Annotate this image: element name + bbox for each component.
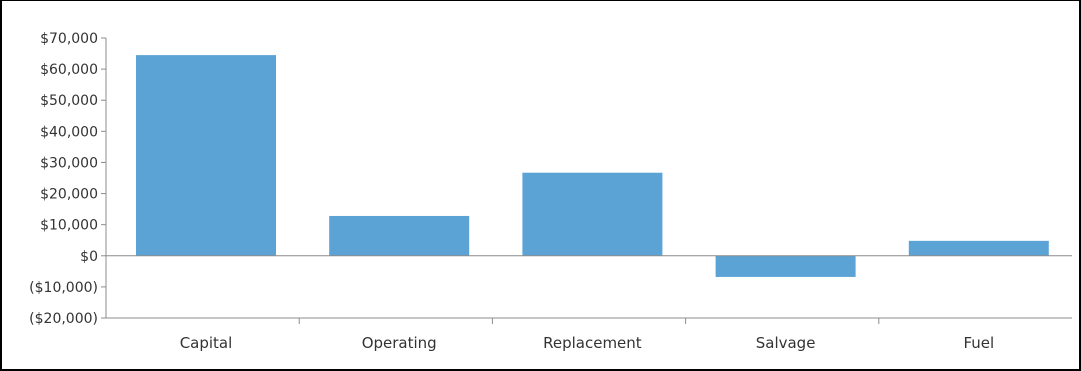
x-tick-label-operating: Operating — [362, 334, 437, 352]
y-tick-label: ($20,000) — [29, 311, 98, 327]
bar-replacement — [522, 172, 663, 256]
bar-capital — [136, 55, 276, 256]
y-tick-label: $50,000 — [40, 93, 98, 109]
bar-salvage — [715, 255, 856, 277]
bar-operating — [329, 215, 470, 256]
y-tick-label: ($10,000) — [29, 280, 98, 296]
y-tick-label: $70,000 — [40, 31, 98, 47]
x-tick-label-capital: Capital — [180, 334, 233, 352]
x-tick-label-replacement: Replacement — [543, 334, 642, 352]
y-tick-label: $10,000 — [40, 218, 98, 234]
y-axis: $70,000 $60,000 $50,000 $40,000 $30,000 $20,0… — [29, 31, 107, 327]
x-tick-label-fuel: Fuel — [963, 334, 994, 352]
y-tick-label: $40,000 — [40, 124, 98, 140]
y-tick-label: $0 — [80, 249, 98, 265]
y-tick-label: $20,000 — [40, 187, 98, 203]
x-axis: Capital Operating Replacement Salvage Fuel — [106, 317, 1072, 352]
y-tick-label: $60,000 — [40, 62, 98, 78]
y-tick-label: $30,000 — [40, 155, 98, 171]
bar-fuel — [908, 240, 1049, 256]
bars — [136, 55, 1049, 277]
x-tick-label-salvage: Salvage — [756, 334, 816, 352]
